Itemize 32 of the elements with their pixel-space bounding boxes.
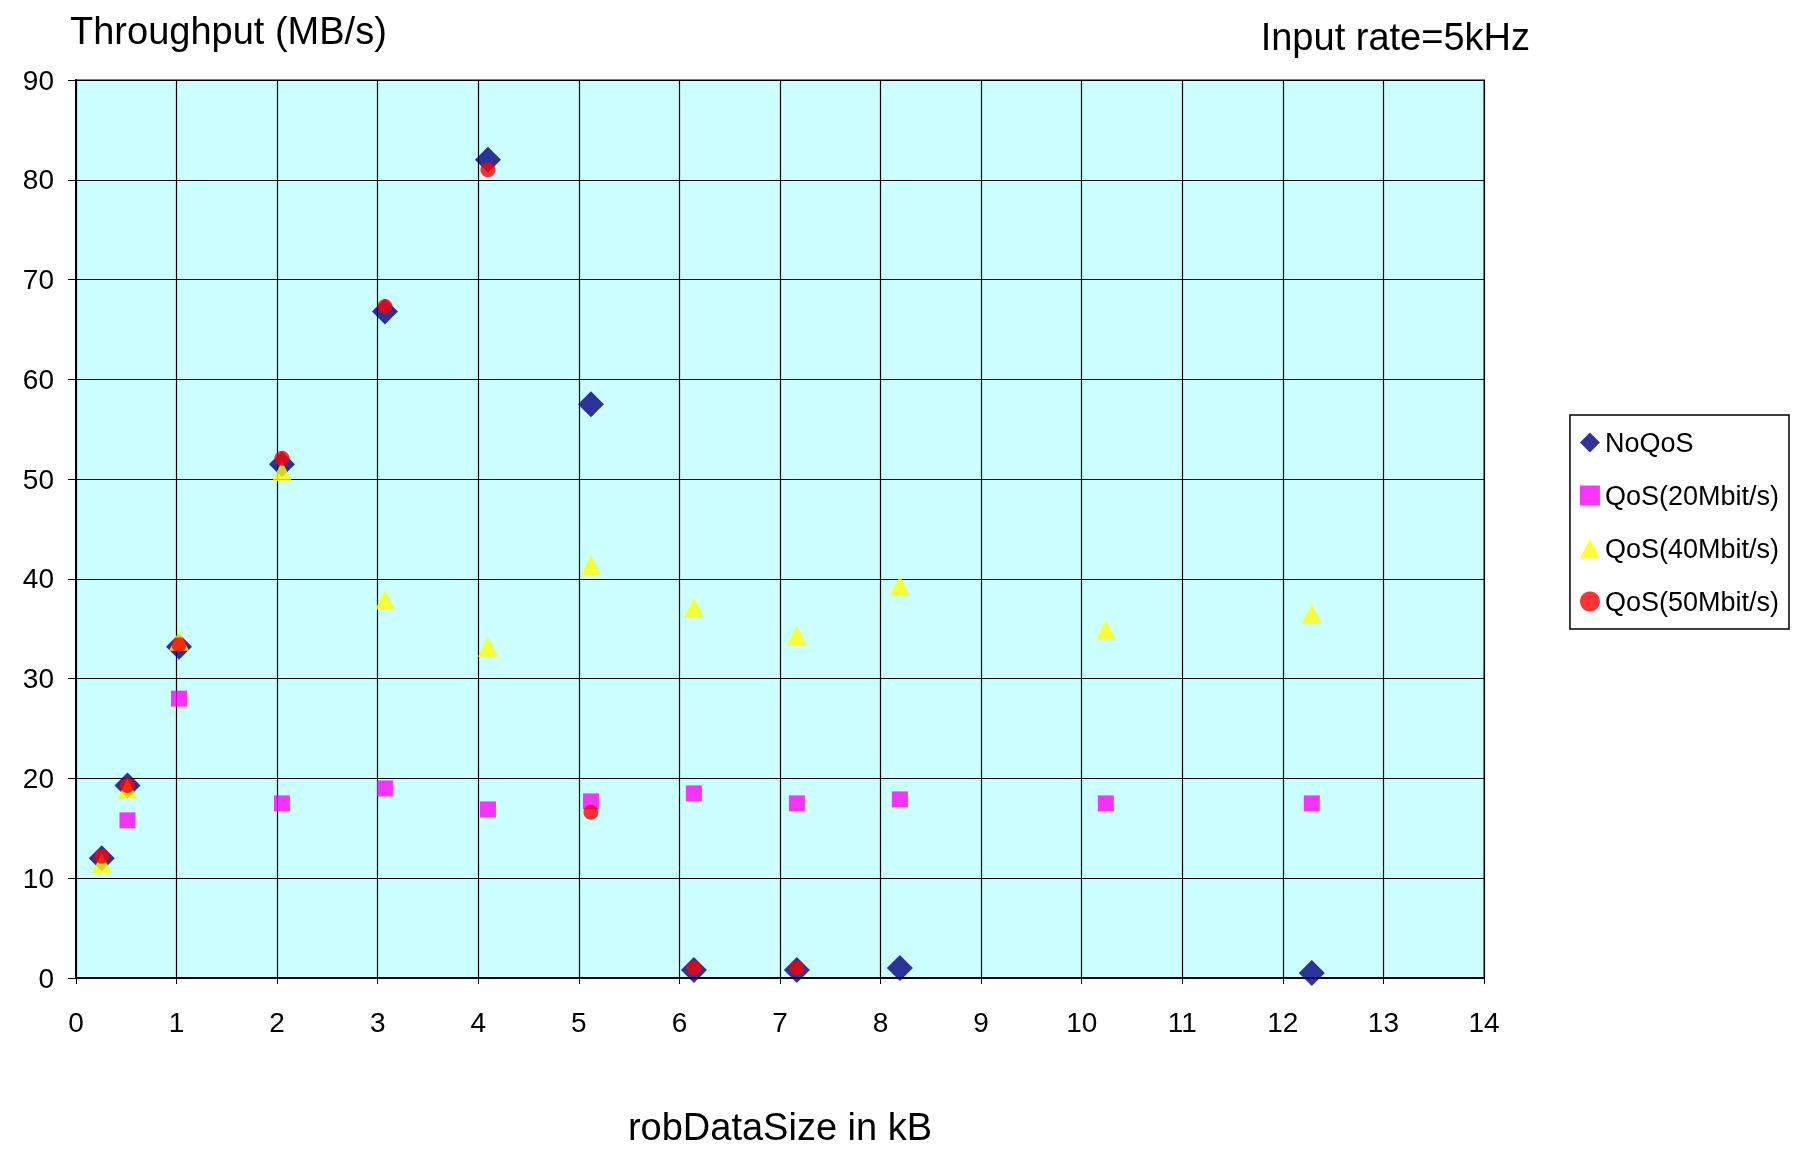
x-tick-label: 13 (1367, 1006, 1400, 1038)
x-tick-label: 12 (1267, 1006, 1299, 1038)
x-tick-label: 7 (772, 1006, 788, 1038)
x-axis-title: robDataSize in kB (627, 1106, 933, 1148)
legend-label: QoS(20Mbit/s) (1604, 480, 1780, 511)
y-axis-title: Throughput (MB/s) (70, 10, 387, 52)
y-tick-label: 40 (22, 563, 54, 595)
x-tick-label: 5 (571, 1006, 587, 1038)
x-tick-label: 11 (1167, 1006, 1197, 1038)
y-tick-label: 60 (22, 363, 54, 395)
y-tick-label: 10 (22, 862, 54, 894)
x-tick-label: 8 (872, 1006, 889, 1038)
y-tick-label: 80 (22, 164, 54, 196)
y-tick-label: 50 (22, 463, 54, 495)
x-tick-label: 6 (671, 1006, 688, 1038)
x-tick-label: 10 (1066, 1006, 1098, 1038)
x-tick-label: 9 (973, 1006, 989, 1038)
y-tick-label: 90 (22, 64, 54, 96)
legend-label: NoQoS (1604, 427, 1694, 458)
y-tick-label: 0 (38, 962, 54, 994)
legend-label: QoS(40Mbit/s) (1604, 533, 1780, 564)
x-tick-label: 14 (1468, 1006, 1500, 1038)
x-tick-label: 1 (168, 1006, 185, 1038)
y-tick-label: 70 (22, 264, 54, 296)
x-tick-label: 4 (470, 1006, 487, 1038)
legend-label: QoS(50Mbit/s) (1604, 586, 1780, 617)
x-tick-label: 0 (68, 1006, 84, 1038)
text: Input rate=5kHz (1260, 16, 1531, 58)
y-tick-label: 30 (22, 663, 54, 695)
x-tick-label: 2 (269, 1006, 285, 1038)
y-tick-label: 20 (22, 762, 54, 794)
x-tick-label: 3 (369, 1006, 386, 1038)
